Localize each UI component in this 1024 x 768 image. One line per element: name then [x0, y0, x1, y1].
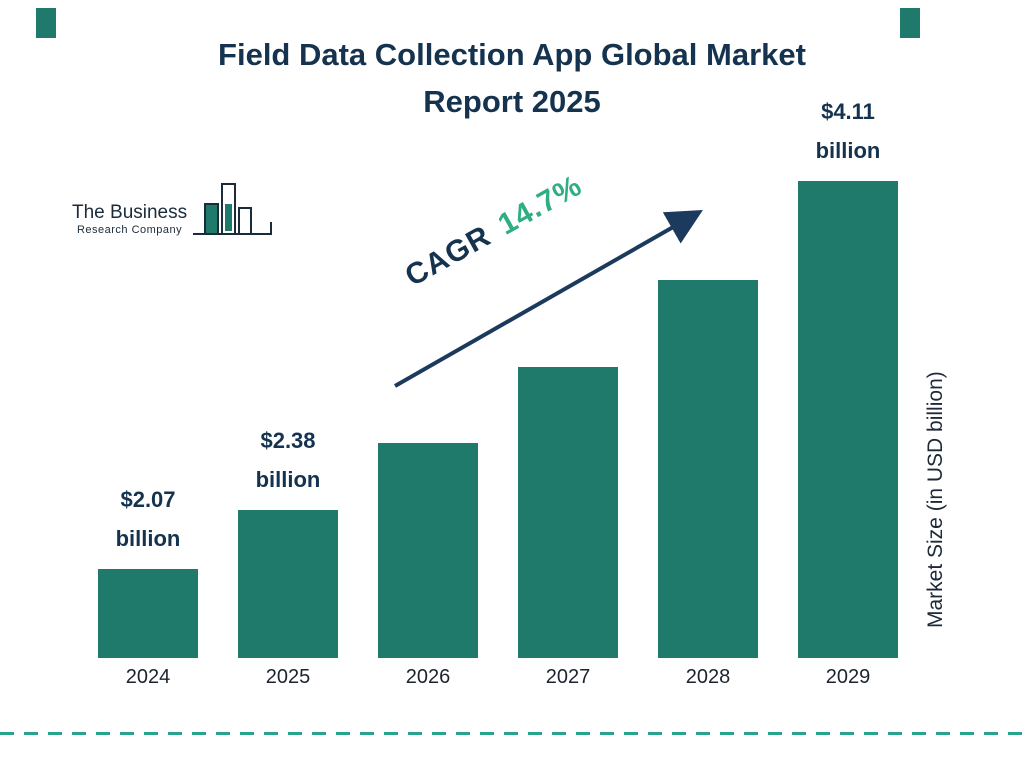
page-title: Field Data Collection App Global Market … — [0, 32, 1024, 125]
page-title-line2: Report 2025 — [423, 83, 601, 119]
bar-2024 — [98, 569, 198, 658]
company-logo-text: The Business Research Company — [72, 202, 187, 242]
bar-value-label-2029: $4.11 billion — [815, 98, 881, 164]
logo-name: The Business — [72, 202, 188, 223]
cagr-value: 14.7% — [492, 168, 588, 242]
corner-accent-left — [36, 8, 56, 38]
cagr-annotation: CAGR14.7% — [400, 169, 588, 294]
bottom-dashed-line — [0, 732, 1024, 735]
logo-bars-icon — [193, 183, 273, 235]
company-logo: The Business Research Company — [72, 178, 279, 242]
logo-subtitle: Research Company — [76, 224, 183, 236]
bar-2027 — [518, 367, 618, 658]
bar-2028 — [658, 280, 758, 658]
bar-value-label-2024: $2.07 billion — [115, 486, 181, 552]
cagr-label: CAGR — [399, 219, 497, 293]
bar-2026 — [378, 443, 478, 658]
corner-accent-right — [900, 8, 920, 38]
x-tick-label-2025: 2025 — [265, 666, 311, 688]
x-tick-label-2027: 2027 — [545, 666, 591, 688]
bar-2029 — [798, 181, 898, 658]
x-tick-label-2028: 2028 — [685, 666, 731, 688]
x-tick-label-2029: 2029 — [825, 666, 871, 688]
x-tick-label-2024: 2024 — [125, 666, 171, 688]
x-tick-label-2026: 2026 — [405, 666, 451, 688]
y-axis-label: Market Size (in USD billion) — [924, 371, 947, 629]
page-title-line1: Field Data Collection App Global Market — [218, 37, 806, 72]
bar-value-label-2025: $2.38 billion — [255, 427, 321, 493]
bar-2025 — [238, 510, 338, 658]
